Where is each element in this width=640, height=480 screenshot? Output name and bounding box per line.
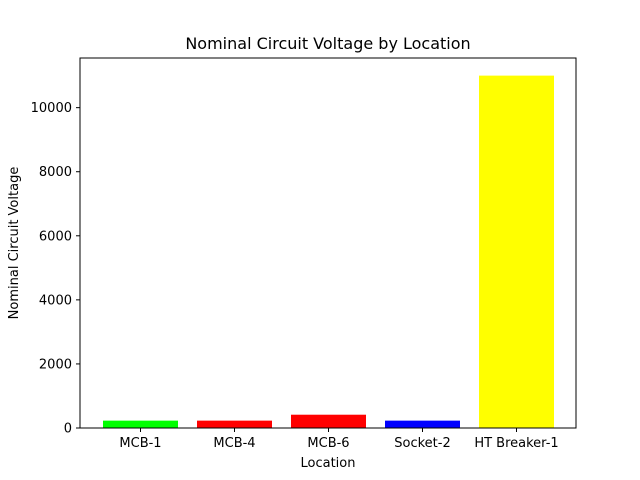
y-tick-label: 6000 [39,229,72,244]
y-tick-label: 4000 [39,293,72,308]
x-tick-label: MCB-1 [119,436,161,451]
y-axis-ticks: 0 2000 4000 6000 8000 10000 [31,101,80,437]
y-tick-label: 2000 [39,357,72,372]
x-tick-label: Socket-2 [394,436,450,451]
y-tick-label: 0 [64,422,72,437]
y-tick-label: 10000 [31,101,72,116]
bar-socket-2 [385,420,460,428]
x-tick-label: MCB-6 [307,436,349,451]
bar-mcb-6 [291,414,366,428]
x-tick-label: MCB-4 [213,436,255,451]
bar-mcb-4 [197,420,272,428]
chart-title: Nominal Circuit Voltage by Location [185,34,470,53]
x-axis-ticks: MCB-1 MCB-4 MCB-6 Socket-2 HT Breaker-1 [119,428,559,451]
y-axis-label: Nominal Circuit Voltage [7,167,22,320]
y-tick-label: 8000 [39,165,72,180]
bars-group [103,75,554,428]
bar-ht-breaker-1 [479,75,554,428]
x-axis-label: Location [301,456,356,471]
bar-mcb-1 [103,420,178,428]
plot-frame [79,57,577,429]
x-tick-label: HT Breaker-1 [474,436,558,451]
